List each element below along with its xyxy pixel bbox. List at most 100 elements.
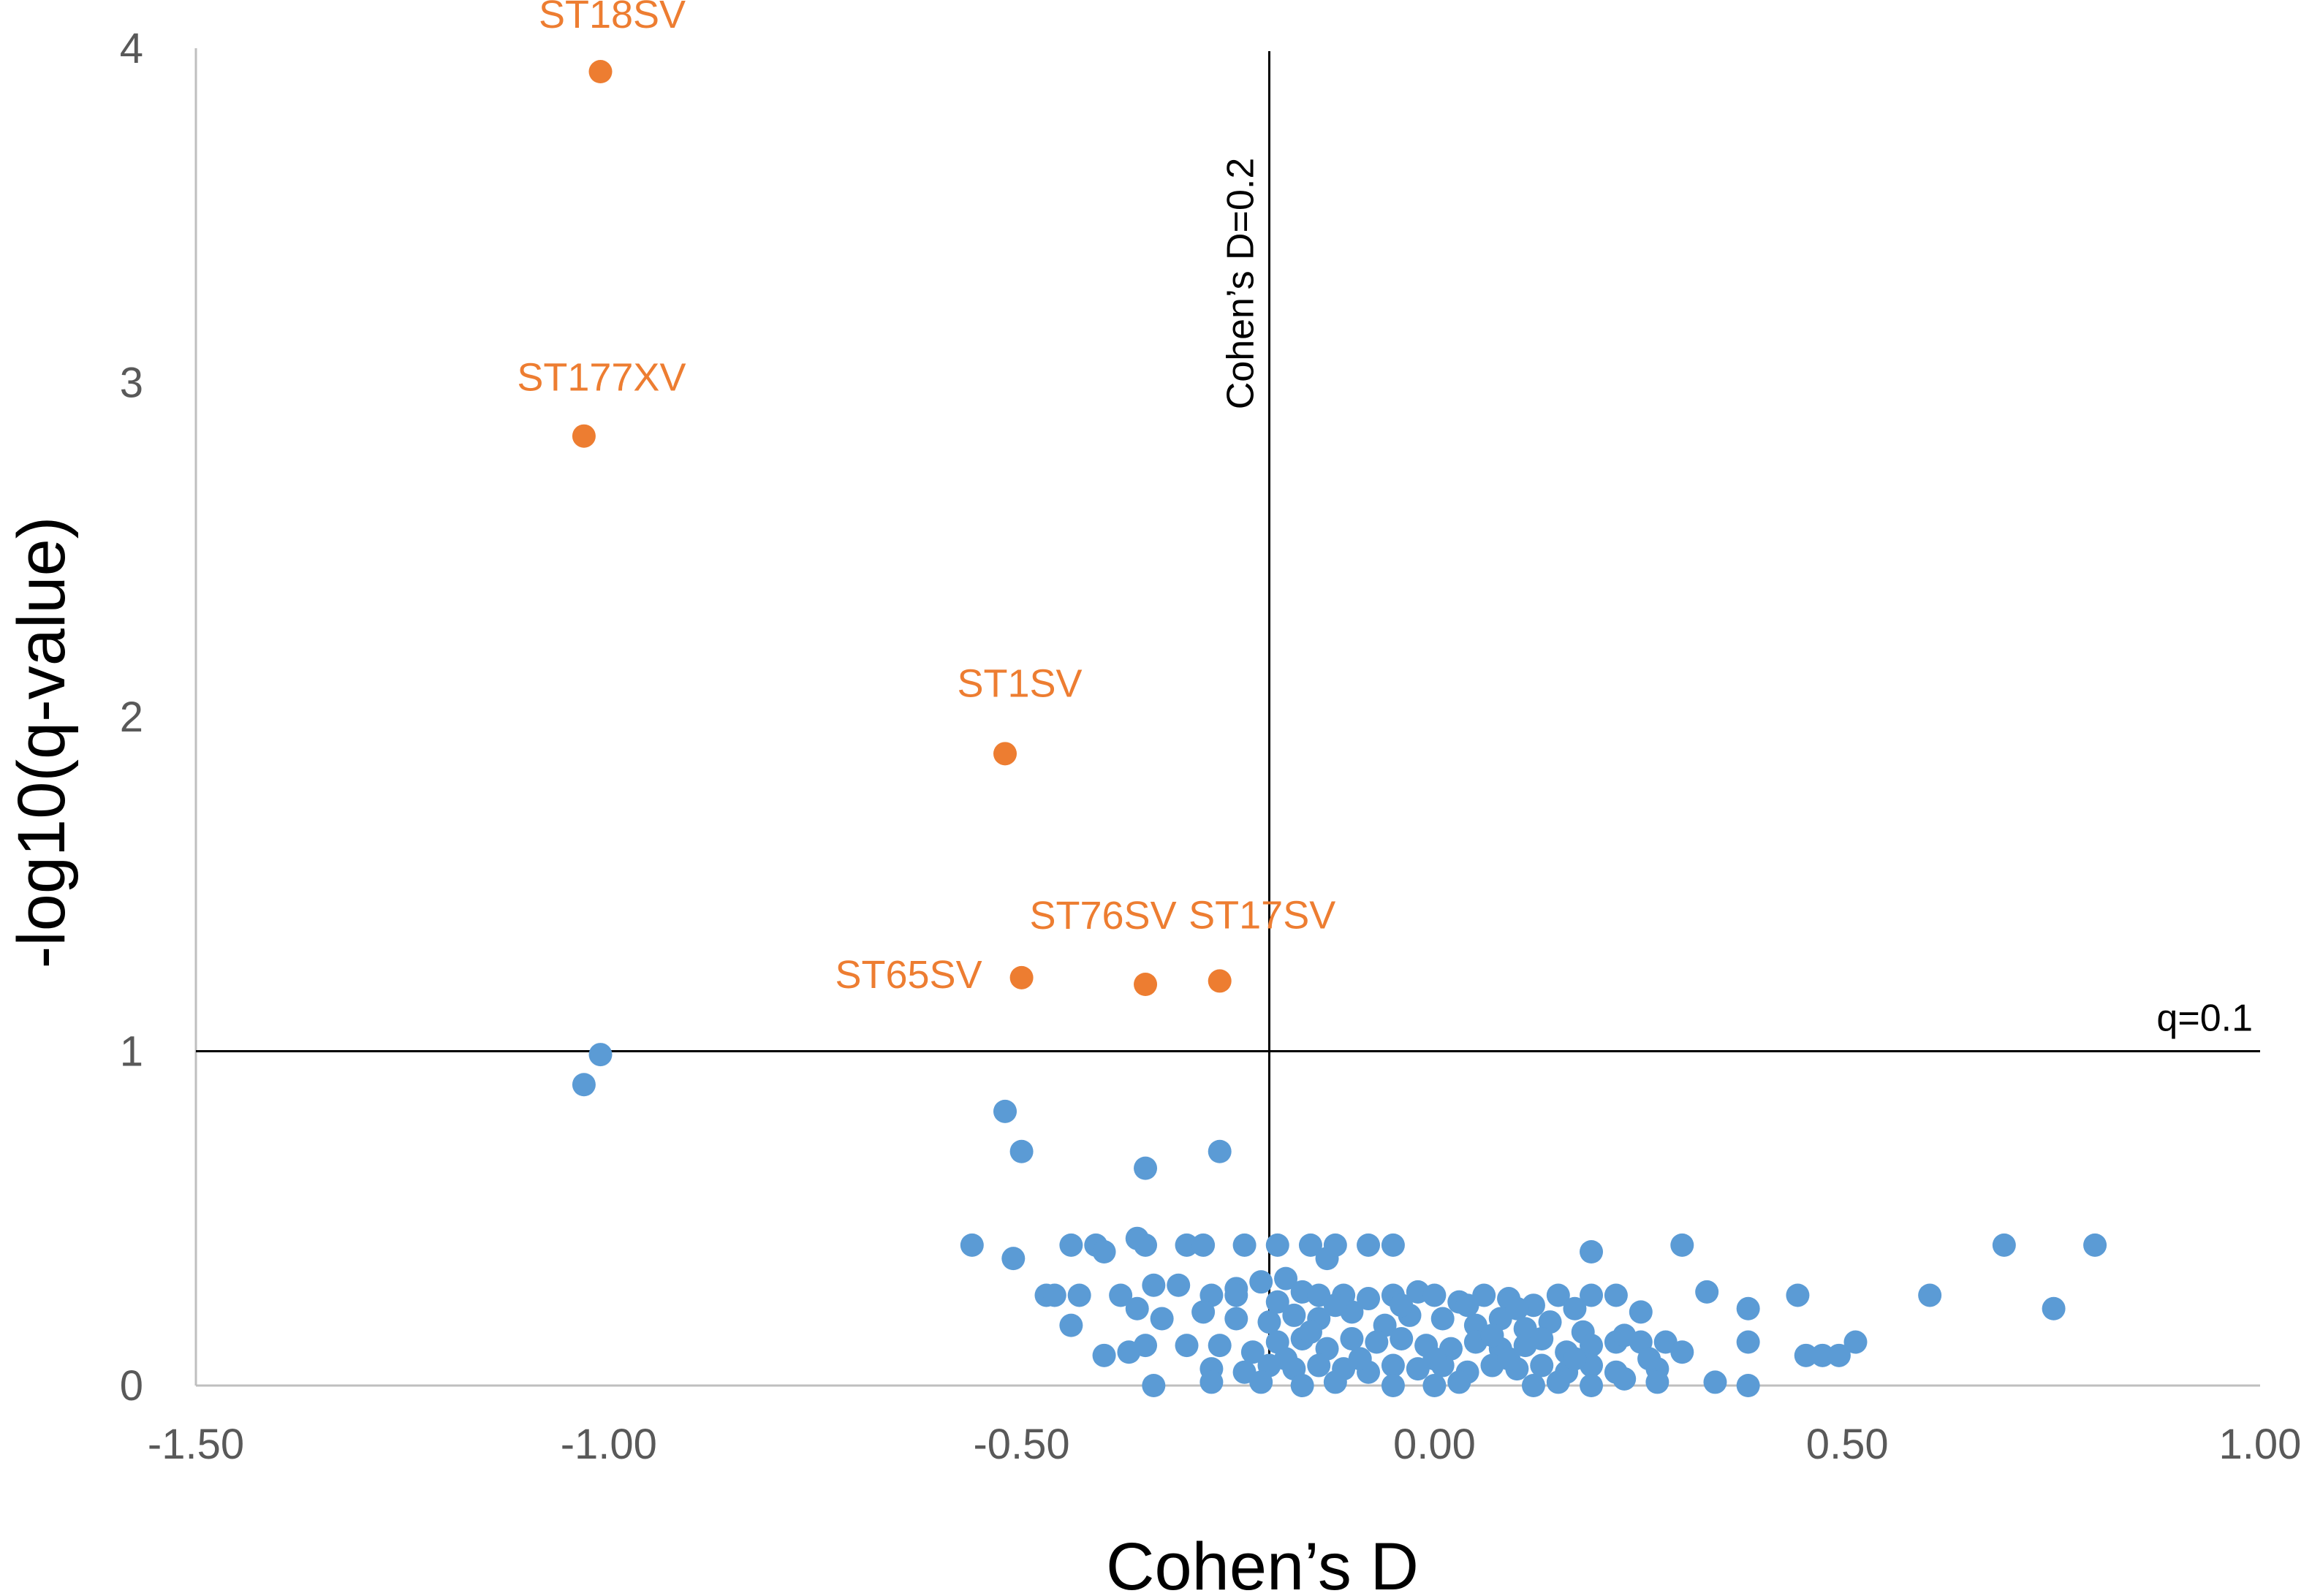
nonsignificant-point bbox=[1505, 1296, 1529, 1320]
nonsignificant-point bbox=[1497, 1347, 1521, 1371]
nonsignificant-point bbox=[1249, 1370, 1273, 1394]
nonsignificant-point bbox=[1134, 1334, 1158, 1358]
nonsignificant-point bbox=[1199, 1370, 1224, 1394]
significant-point bbox=[588, 60, 613, 84]
nonsignificant-point bbox=[1109, 1283, 1133, 1307]
nonsignificant-series bbox=[572, 1043, 2107, 1397]
nonsignificant-point bbox=[1546, 1283, 1570, 1307]
nonsignificant-point bbox=[1637, 1347, 1661, 1371]
significant-point bbox=[993, 742, 1017, 766]
nonsignificant-point bbox=[1224, 1307, 1248, 1331]
y-tick-label: 4 bbox=[120, 25, 143, 72]
y-tick-labels: 0 1 2 3 4 bbox=[120, 25, 143, 1410]
reference-lines: Cohen’s D=0.2 q=0.1 bbox=[196, 51, 2260, 1386]
nonsignificant-point bbox=[1092, 1240, 1116, 1264]
nonsignificant-point bbox=[1348, 1347, 1372, 1371]
x-tick-label: -0.50 bbox=[973, 1421, 1069, 1468]
nonsignificant-point bbox=[1612, 1323, 1637, 1348]
significant-point bbox=[1134, 973, 1158, 996]
nonsignificant-point bbox=[1175, 1334, 1199, 1358]
nonsignificant-point bbox=[1521, 1374, 1545, 1397]
y-tick-label: 0 bbox=[120, 1362, 143, 1410]
nonsignificant-point bbox=[1381, 1374, 1405, 1397]
nonsignificant-point bbox=[1786, 1283, 1810, 1307]
x-tick-label: -1.50 bbox=[148, 1421, 244, 1468]
point-label: ST65SV bbox=[835, 953, 982, 997]
nonsignificant-point bbox=[1001, 1247, 1026, 1271]
nonsignificant-point bbox=[1274, 1347, 1298, 1371]
nonsignificant-point bbox=[1357, 1287, 1381, 1311]
nonsignificant-point bbox=[1580, 1374, 1604, 1397]
nonsignificant-point bbox=[1298, 1320, 1322, 1344]
nonsignificant-point bbox=[1191, 1233, 1216, 1257]
nonsignificant-point bbox=[1381, 1233, 1405, 1257]
q-threshold-reference-label: q=0.1 bbox=[2156, 997, 2253, 1040]
nonsignificant-point bbox=[1042, 1283, 1066, 1307]
nonsignificant-point bbox=[1290, 1374, 1314, 1397]
nonsignificant-point bbox=[1357, 1233, 1381, 1257]
nonsignificant-point bbox=[1067, 1283, 1091, 1307]
nonsignificant-point bbox=[1175, 1233, 1199, 1257]
nonsignificant-point bbox=[993, 1099, 1017, 1123]
nonsignificant-point bbox=[1827, 1343, 1851, 1367]
x-tick-label: -1.00 bbox=[561, 1421, 657, 1468]
nonsignificant-point bbox=[1455, 1293, 1479, 1318]
nonsignificant-point bbox=[1530, 1326, 1554, 1350]
y-tick-label: 1 bbox=[120, 1028, 143, 1076]
nonsignificant-point bbox=[1134, 1156, 1158, 1180]
nonsignificant-point bbox=[1274, 1266, 1298, 1291]
nonsignificant-point bbox=[1191, 1300, 1216, 1324]
nonsignificant-point bbox=[1645, 1370, 1669, 1394]
point-label: ST1SV bbox=[957, 661, 1082, 705]
nonsignificant-point bbox=[1695, 1280, 1719, 1304]
nonsignificant-point bbox=[1323, 1293, 1347, 1318]
nonsignificant-point bbox=[1612, 1367, 1637, 1391]
point-label: ST76SV bbox=[1029, 894, 1176, 938]
cohens-d-reference-label: Cohen’s D=0.2 bbox=[1219, 158, 1262, 410]
nonsignificant-point bbox=[1843, 1330, 1868, 1354]
nonsignificant-point bbox=[1736, 1374, 1760, 1397]
nonsignificant-point bbox=[1530, 1353, 1554, 1378]
nonsignificant-point bbox=[1422, 1347, 1447, 1371]
nonsignificant-point bbox=[1009, 1139, 1034, 1163]
significant-series: ST18SV ST177XV ST1SV ST65SV ST76SV ST17SV bbox=[517, 0, 1335, 997]
nonsignificant-point bbox=[1918, 1283, 1942, 1307]
point-label: ST177XV bbox=[517, 356, 686, 400]
nonsignificant-point bbox=[1422, 1283, 1447, 1307]
nonsignificant-point bbox=[1232, 1233, 1257, 1257]
nonsignificant-point bbox=[1208, 1139, 1232, 1163]
nonsignificant-point bbox=[1340, 1326, 1364, 1350]
nonsignificant-point bbox=[1703, 1370, 1727, 1394]
nonsignificant-point bbox=[1381, 1353, 1405, 1378]
nonsignificant-point bbox=[1059, 1313, 1083, 1337]
nonsignificant-point bbox=[1670, 1340, 1694, 1364]
nonsignificant-point bbox=[588, 1043, 613, 1067]
y-axis-title: -log10(q-value) bbox=[4, 517, 79, 969]
nonsignificant-point bbox=[1167, 1273, 1191, 1297]
nonsignificant-point bbox=[1430, 1307, 1455, 1331]
nonsignificant-point bbox=[1447, 1370, 1471, 1394]
nonsignificant-point bbox=[1992, 1233, 2016, 1257]
nonsignificant-point bbox=[1480, 1323, 1504, 1348]
nonsignificant-point bbox=[1265, 1233, 1289, 1257]
nonsignificant-point bbox=[2083, 1233, 2107, 1257]
nonsignificant-point bbox=[1092, 1343, 1116, 1367]
chart-axes bbox=[194, 48, 2260, 1387]
nonsignificant-point bbox=[1240, 1340, 1265, 1364]
nonsignificant-point bbox=[1811, 1343, 1835, 1367]
nonsignificant-point bbox=[1150, 1307, 1174, 1331]
x-tick-label: 0.00 bbox=[1393, 1421, 1476, 1468]
nonsignificant-point bbox=[1257, 1310, 1281, 1334]
nonsignificant-point bbox=[1390, 1293, 1414, 1318]
nonsignificant-point bbox=[1125, 1296, 1149, 1320]
nonsignificant-point bbox=[1249, 1270, 1273, 1294]
nonsignificant-point bbox=[1580, 1334, 1604, 1358]
nonsignificant-point bbox=[1563, 1347, 1587, 1371]
nonsignificant-point bbox=[1390, 1326, 1414, 1350]
nonsignificant-point bbox=[1142, 1374, 1166, 1397]
nonsignificant-point bbox=[1629, 1300, 1653, 1324]
x-axis-title: Cohen’s D bbox=[1106, 1530, 1419, 1596]
point-label: ST18SV bbox=[539, 0, 686, 37]
significant-point bbox=[1009, 965, 1034, 989]
x-tick-label: 0.50 bbox=[1806, 1421, 1889, 1468]
